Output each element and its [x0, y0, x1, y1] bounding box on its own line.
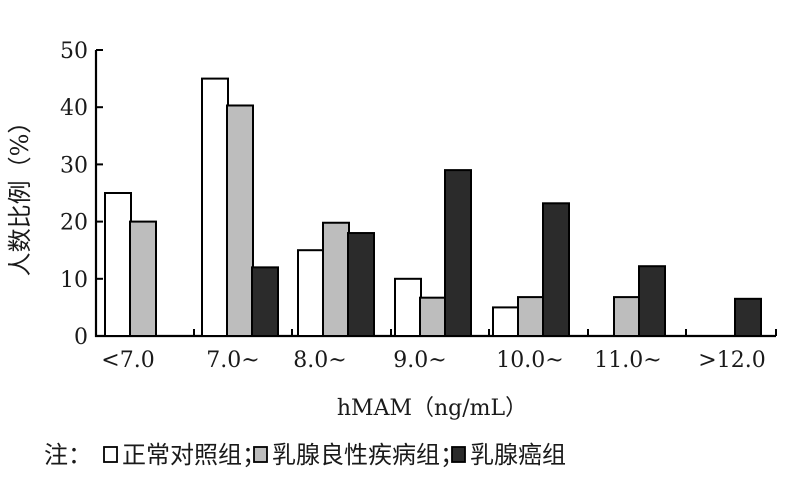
y-axis-label-group: 人数比例（%）	[6, 110, 34, 277]
legend-swatch	[253, 446, 268, 463]
x-axis-label: hMAM（ng/mL）	[337, 396, 527, 421]
bar	[444, 169, 472, 337]
bar	[419, 296, 447, 337]
bar	[322, 221, 350, 337]
y-tick-label: 50	[60, 39, 88, 64]
y-tick-label: 30	[60, 153, 88, 178]
y-tick-label: 20	[60, 211, 88, 236]
legend-label: 乳腺良性疾病组	[272, 441, 440, 469]
bar	[104, 192, 132, 337]
legend: 注：正常对照组；乳腺良性疾病组；乳腺癌组	[44, 441, 566, 469]
legend-prefix: 注：	[44, 441, 92, 469]
x-tick-label: 7.0~	[206, 348, 259, 373]
y-tick-label: 0	[74, 325, 88, 350]
bar	[542, 202, 570, 337]
legend-label: 正常对照组	[122, 441, 242, 469]
x-tick-label: 9.0~	[393, 348, 446, 373]
x-tick-label: >12.0	[698, 348, 765, 373]
y-ticks: 0 10 20 30 40 50	[60, 39, 103, 350]
bar	[394, 277, 422, 337]
legend-swatch	[103, 446, 118, 463]
bar	[201, 77, 229, 337]
bar	[613, 296, 641, 338]
axes	[94, 50, 776, 338]
bar	[734, 297, 762, 338]
bar	[347, 232, 375, 337]
bar	[638, 265, 666, 337]
y-tick-label: 40	[60, 96, 88, 121]
x-tick-label: 10.0~	[496, 348, 563, 373]
x-ticks: <7.0 7.0~ 8.0~ 9.0~ 10.0~ 11.0~ >12.0	[95, 329, 777, 373]
x-tick-label: 11.0~	[594, 348, 661, 373]
bar	[226, 104, 254, 338]
x-tick-label: <7.0	[101, 348, 154, 373]
x-tick-label: 8.0~	[293, 348, 346, 373]
legend-label: 乳腺癌组	[470, 441, 566, 469]
bars	[104, 77, 762, 338]
bar	[129, 220, 157, 338]
y-axis-label: 人数比例（%）	[6, 110, 34, 277]
legend-swatch	[451, 446, 466, 463]
y-tick-label: 10	[60, 268, 88, 293]
bar	[251, 266, 279, 337]
bar	[297, 249, 325, 337]
bar	[517, 296, 545, 338]
bar	[492, 306, 520, 337]
